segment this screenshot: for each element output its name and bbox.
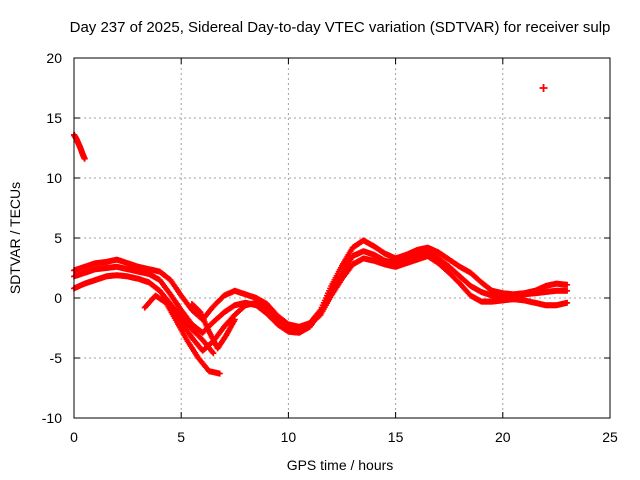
- series-arc-6: [167, 301, 217, 357]
- y-tick-label: -5: [50, 350, 63, 366]
- y-tick-label: 5: [54, 230, 62, 246]
- series-arc-5: [188, 301, 238, 352]
- series-arc-4: [141, 292, 223, 377]
- data-point: [81, 155, 88, 162]
- y-axis-label: SDTVAR / TECUs: [7, 182, 23, 294]
- x-tick-label: 0: [70, 429, 78, 445]
- data-point: [564, 287, 571, 294]
- data-point: [216, 370, 223, 377]
- grid-lines: [74, 58, 610, 418]
- data-point: [539, 84, 548, 92]
- y-tick-label: 15: [46, 110, 62, 126]
- y-tick-label: 20: [46, 50, 62, 66]
- x-tick-label: 25: [602, 429, 618, 445]
- chart-title: Day 237 of 2025, Sidereal Day-to-day VTE…: [70, 19, 611, 36]
- y-tick-label: 10: [46, 170, 62, 186]
- y-tick-label: -10: [42, 410, 62, 426]
- data-point: [231, 316, 238, 323]
- data-point: [564, 281, 571, 288]
- data-markers: [71, 84, 571, 377]
- x-tick-label: 5: [177, 429, 185, 445]
- x-axis-label: GPS time / hours: [287, 457, 394, 473]
- x-tick-label: 20: [495, 429, 511, 445]
- y-tick-label: 0: [54, 290, 62, 306]
- series-arc-1: [71, 237, 571, 330]
- x-tick-label: 10: [281, 429, 297, 445]
- data-point: [210, 350, 217, 357]
- series-outlier: [539, 84, 548, 92]
- data-point: [564, 299, 571, 306]
- x-tick-label: 15: [388, 429, 404, 445]
- axis-ticks: 0 5 10 15 20 25 -10 -5 0 5 10 15 20: [42, 50, 618, 445]
